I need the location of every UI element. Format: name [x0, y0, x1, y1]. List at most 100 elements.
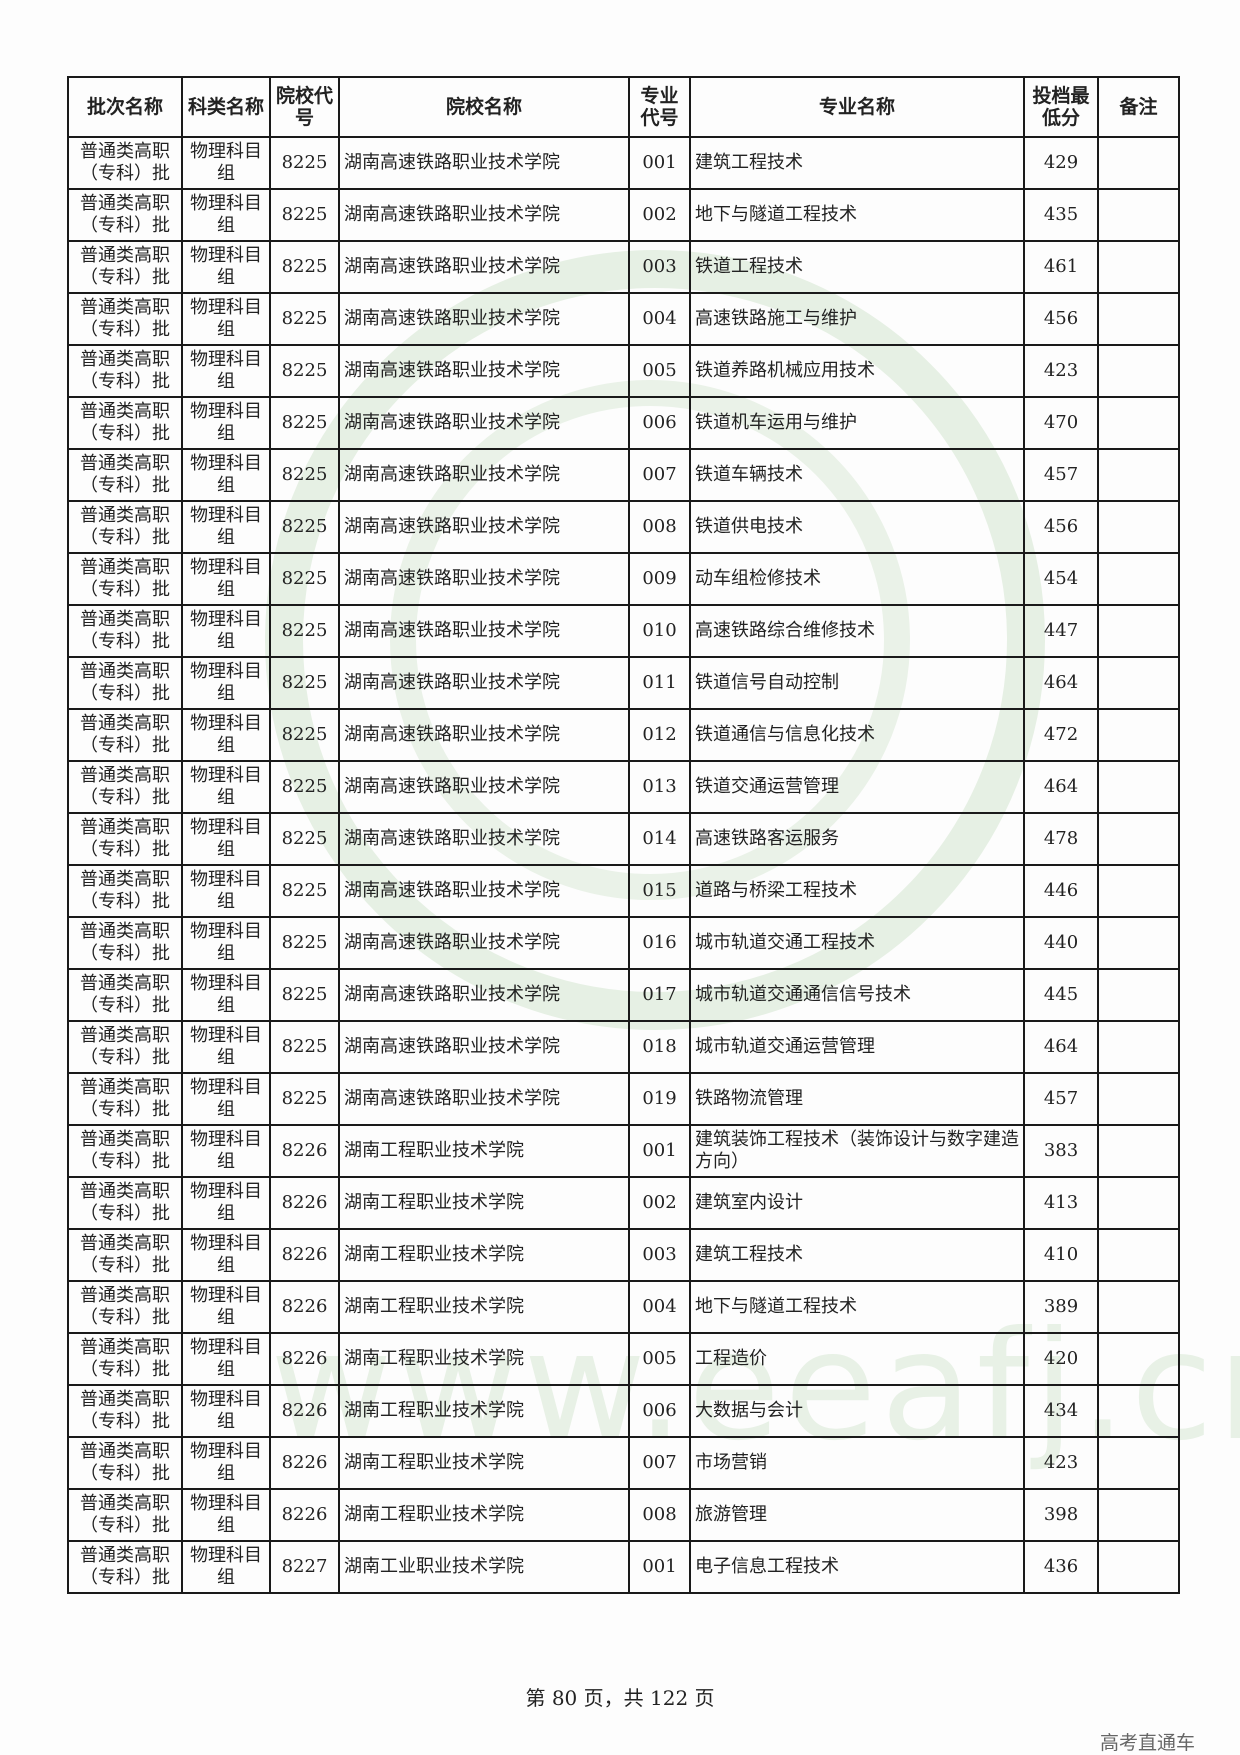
cell-note — [1097, 916, 1180, 970]
cell-subject: 物理科目组 — [181, 1488, 271, 1542]
cell-subject: 物理科目组 — [181, 1228, 271, 1282]
table-header-row: 批次名称 科类名称 院校代号 院校名称 专业代号 专业名称 投档最低分 备注 — [67, 76, 1180, 138]
cell-major: 大数据与会计 — [689, 1384, 1025, 1438]
cell-batch: 普通类高职（专科）批 — [67, 1124, 183, 1178]
cell-batch: 普通类高职（专科）批 — [67, 604, 183, 658]
cell-note — [1097, 188, 1180, 242]
cell-major: 城市轨道交通工程技术 — [689, 916, 1025, 970]
cell-subject: 物理科目组 — [181, 1280, 271, 1334]
cell-batch: 普通类高职（专科）批 — [67, 760, 183, 814]
cell-school: 湖南工程职业技术学院 — [338, 1124, 630, 1178]
cell-school-code: 8225 — [269, 656, 340, 710]
cell-major: 城市轨道交通运营管理 — [689, 1020, 1025, 1074]
cell-major-code: 004 — [628, 292, 691, 346]
cell-score: 464 — [1023, 1020, 1099, 1074]
table-row: 普通类高职（专科）批 物理科目组 8225 湖南高速铁路职业技术学院 003 铁道工程技术… — [67, 240, 1180, 294]
cell-batch: 普通类高职（专科）批 — [67, 188, 183, 242]
table-row: 普通类高职（专科）批 物理科目组 8226 湖南工程职业技术学院 005 工程造价 420 — [67, 1332, 1180, 1386]
cell-note — [1097, 656, 1180, 710]
cell-subject: 物理科目组 — [181, 1540, 271, 1594]
cell-school-code: 8225 — [269, 864, 340, 918]
cell-score: 457 — [1023, 1072, 1099, 1126]
table-row: 普通类高职（专科）批 物理科目组 8225 湖南高速铁路职业技术学院 012 铁道通信与信… — [67, 708, 1180, 762]
cell-subject: 物理科目组 — [181, 1124, 271, 1178]
cell-subject: 物理科目组 — [181, 552, 271, 606]
cell-batch: 普通类高职（专科）批 — [67, 1384, 183, 1438]
cell-note — [1097, 968, 1180, 1022]
cell-subject: 物理科目组 — [181, 188, 271, 242]
cell-batch: 普通类高职（专科）批 — [67, 1332, 183, 1386]
cell-score: 447 — [1023, 604, 1099, 658]
cell-school: 湖南高速铁路职业技术学院 — [338, 916, 630, 970]
cell-note — [1097, 1228, 1180, 1282]
cell-major: 铁道机车运用与维护 — [689, 396, 1025, 450]
cell-school-code: 8225 — [269, 812, 340, 866]
cell-score: 445 — [1023, 968, 1099, 1022]
cell-major-code: 005 — [628, 344, 691, 398]
cell-subject: 物理科目组 — [181, 604, 271, 658]
cell-score: 461 — [1023, 240, 1099, 294]
cell-major-code: 018 — [628, 1020, 691, 1074]
table-row: 普通类高职（专科）批 物理科目组 8225 湖南高速铁路职业技术学院 014 高速铁路客运… — [67, 812, 1180, 866]
cell-score: 436 — [1023, 1540, 1099, 1594]
cell-school: 湖南工程职业技术学院 — [338, 1436, 630, 1490]
cell-score: 423 — [1023, 1436, 1099, 1490]
cell-batch: 普通类高职（专科）批 — [67, 1436, 183, 1490]
cell-note — [1097, 1020, 1180, 1074]
header-score: 投档最低分 — [1023, 76, 1099, 138]
cell-batch: 普通类高职（专科）批 — [67, 1280, 183, 1334]
cell-major: 城市轨道交通通信信号技术 — [689, 968, 1025, 1022]
cell-school: 湖南工程职业技术学院 — [338, 1332, 630, 1386]
cell-major: 铁道工程技术 — [689, 240, 1025, 294]
table-row: 普通类高职（专科）批 物理科目组 8225 湖南高速铁路职业技术学院 015 道路与桥梁工… — [67, 864, 1180, 918]
cell-score: 389 — [1023, 1280, 1099, 1334]
cell-score: 423 — [1023, 344, 1099, 398]
cell-subject: 物理科目组 — [181, 1176, 271, 1230]
cell-major: 道路与桥梁工程技术 — [689, 864, 1025, 918]
cell-school: 湖南高速铁路职业技术学院 — [338, 604, 630, 658]
cell-score: 472 — [1023, 708, 1099, 762]
table-row: 普通类高职（专科）批 物理科目组 8225 湖南高速铁路职业技术学院 005 铁道养路机械… — [67, 344, 1180, 398]
cell-school-code: 8226 — [269, 1332, 340, 1386]
cell-school: 湖南高速铁路职业技术学院 — [338, 1072, 630, 1126]
cell-subject: 物理科目组 — [181, 396, 271, 450]
cell-subject: 物理科目组 — [181, 708, 271, 762]
cell-note — [1097, 500, 1180, 554]
cell-batch: 普通类高职（专科）批 — [67, 1228, 183, 1282]
cell-subject: 物理科目组 — [181, 1384, 271, 1438]
cell-school: 湖南工程职业技术学院 — [338, 1228, 630, 1282]
cell-note — [1097, 136, 1180, 190]
cell-score: 410 — [1023, 1228, 1099, 1282]
header-major: 专业名称 — [689, 76, 1025, 138]
cell-batch: 普通类高职（专科）批 — [67, 292, 183, 346]
cell-major-code: 006 — [628, 396, 691, 450]
cell-note — [1097, 240, 1180, 294]
cell-major: 建筑室内设计 — [689, 1176, 1025, 1230]
table-row: 普通类高职（专科）批 物理科目组 8225 湖南高速铁路职业技术学院 004 高速铁路施工… — [67, 292, 1180, 346]
cell-major: 高速铁路客运服务 — [689, 812, 1025, 866]
cell-batch: 普通类高职（专科）批 — [67, 552, 183, 606]
cell-batch: 普通类高职（专科）批 — [67, 656, 183, 710]
cell-subject: 物理科目组 — [181, 760, 271, 814]
cell-major: 铁路物流管理 — [689, 1072, 1025, 1126]
cell-school-code: 8225 — [269, 136, 340, 190]
cell-major-code: 001 — [628, 1540, 691, 1594]
cell-major-code: 003 — [628, 1228, 691, 1282]
cell-major: 高速铁路施工与维护 — [689, 292, 1025, 346]
cell-subject: 物理科目组 — [181, 500, 271, 554]
cell-school-code: 8225 — [269, 188, 340, 242]
cell-major-code: 015 — [628, 864, 691, 918]
cell-note — [1097, 864, 1180, 918]
cell-score: 456 — [1023, 500, 1099, 554]
cell-major-code: 012 — [628, 708, 691, 762]
cell-school-code: 8225 — [269, 1020, 340, 1074]
cell-batch: 普通类高职（专科）批 — [67, 500, 183, 554]
cell-school: 湖南工程职业技术学院 — [338, 1280, 630, 1334]
cell-school-code: 8225 — [269, 916, 340, 970]
cell-major-code: 007 — [628, 448, 691, 502]
cell-batch: 普通类高职（专科）批 — [67, 136, 183, 190]
cell-score: 429 — [1023, 136, 1099, 190]
cell-school: 湖南高速铁路职业技术学院 — [338, 240, 630, 294]
table-row: 普通类高职（专科）批 物理科目组 8226 湖南工程职业技术学院 008 旅游管理 398 — [67, 1488, 1180, 1542]
cell-school-code: 8225 — [269, 448, 340, 502]
